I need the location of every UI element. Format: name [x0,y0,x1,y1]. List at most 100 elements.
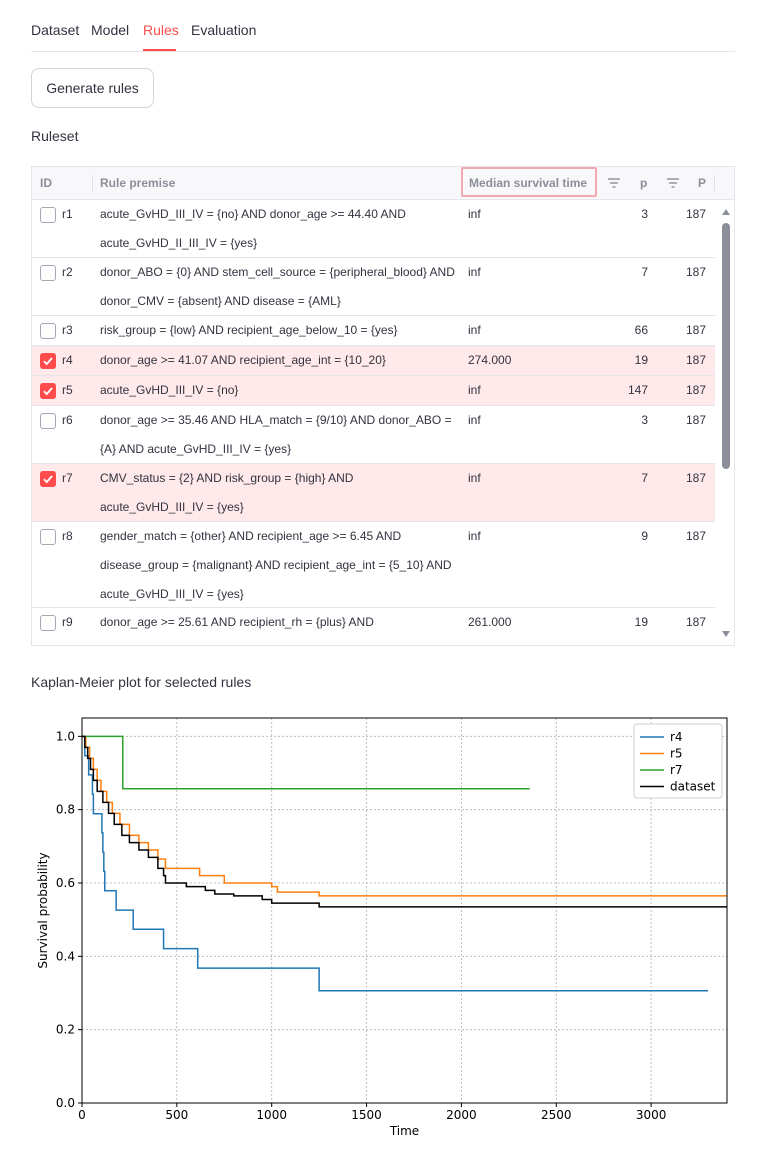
p-value: 7 [641,265,648,279]
table-row[interactable]: r3 risk_group = {low} AND recipient_age_… [32,316,715,346]
chart-legend: r4 r5 r7 dataset [633,723,723,799]
row-checkbox[interactable] [40,265,56,281]
rule-id: r3 [62,323,73,337]
table-scrollbar[interactable] [718,200,734,645]
rule-id: r8 [62,529,73,543]
column-header-median-highlight [461,167,597,197]
y-tick-label: 0.2 [56,1023,75,1037]
column-header-median[interactable]: Median survival time [469,176,588,190]
median-survival: inf [468,383,481,397]
table-row[interactable]: r5 acute_GvHD_III_IV = {no} inf 147 187 [32,376,715,406]
P-value: 187 [685,529,706,543]
ruleset-heading: Ruleset [31,128,79,144]
scroll-up-arrow-icon[interactable] [721,208,731,216]
column-header-premise[interactable]: Rule premise [100,176,176,190]
column-header-p-large[interactable]: P [698,176,707,190]
y-tick-label: 0.0 [56,1096,75,1110]
rule-premise: acute_GvHD_III_IV = {no} AND donor_age >… [100,207,406,250]
km-chart: 0 500 1000 1500 2000 2500 3000 0.0 0.2 0.4 0.6 0.8 1… [31,705,735,1145]
legend-box [633,723,723,799]
legend-label: r5 [670,747,683,761]
series-line-r5 [82,735,727,897]
p-value: 19 [634,615,648,629]
p-value: 3 [641,207,648,221]
column-divider [714,175,715,191]
generate-rules-button[interactable]: Generate rules [31,68,154,108]
x-tick-label: 1000 [256,1108,287,1122]
median-survival: inf [468,265,481,279]
p-value: 9 [641,529,648,543]
tab-rules[interactable]: Rules [143,22,179,38]
scroll-thumb[interactable] [722,223,730,469]
series-line-r7 [82,735,530,790]
rule-premise: risk_group = {low} AND recipient_age_bel… [100,323,398,337]
table-row[interactable]: r7 CMV_status = {2} AND risk_group = {hi… [32,464,715,522]
p-value: 66 [634,323,648,337]
median-survival: 261.000 [468,615,512,629]
rule-premise: donor_age >= 41.07 AND recipient_age_int… [100,353,386,367]
y-tick-label: 0.8 [56,803,75,817]
row-checkbox[interactable] [40,529,56,545]
row-checkbox-checked[interactable] [40,471,56,487]
y-tick-label: 0.6 [56,876,75,890]
median-survival: inf [468,529,481,543]
P-value: 187 [685,413,706,427]
P-value: 187 [685,383,706,397]
table-row[interactable]: r1 acute_GvHD_III_IV = {no} AND donor_ag… [32,200,715,258]
legend-label: r4 [670,730,683,744]
median-survival: inf [468,413,481,427]
x-tick-label: 1500 [351,1108,382,1122]
filter-icon[interactable] [666,177,680,189]
rule-premise: gender_match = {other} AND recipient_age… [100,529,452,601]
series-line-r4 [82,735,709,992]
table-row[interactable]: r6 donor_age >= 35.46 AND HLA_match = {9… [32,406,715,464]
km-plot-heading: Kaplan-Meier plot for selected rules [31,674,252,690]
rule-premise: donor_age >= 35.46 AND HLA_match = {9/10… [100,413,452,456]
tab-dataset[interactable]: Dataset [31,22,80,38]
active-tab-indicator [143,49,176,51]
table-row[interactable]: r4 donor_age >= 41.07 AND recipient_age_… [32,346,715,376]
x-axis-label: Time [389,1124,419,1138]
row-checkbox[interactable] [40,323,56,339]
tab-evaluation[interactable]: Evaluation [191,22,257,38]
column-header-p-small[interactable]: p [640,176,648,190]
row-checkbox[interactable] [40,413,56,429]
x-tick-label: 500 [165,1108,188,1122]
p-value: 3 [641,413,648,427]
table-row[interactable]: r9 donor_age >= 25.61 AND recipient_rh =… [32,608,715,645]
row-checkbox[interactable] [40,207,56,223]
y-axis-label: Survival probability [36,852,50,968]
rule-id: r5 [62,383,73,397]
table-row[interactable]: r2 donor_ABO = {0} AND stem_cell_source … [32,258,715,316]
tab-model[interactable]: Model [91,22,130,38]
rule-premise: CMV_status = {2} AND risk_group = {high}… [100,471,354,514]
ruleset-table: ID Rule premise Median survival time p P… [31,166,735,646]
row-checkbox[interactable] [40,615,56,631]
P-value: 187 [685,471,706,485]
rule-premise: donor_age >= 25.61 AND recipient_rh = {p… [100,615,374,629]
P-value: 187 [685,207,706,221]
y-tick-label: 1.0 [56,729,75,743]
p-value: 147 [627,383,648,397]
rule-id: r1 [62,207,73,221]
rule-premise: donor_ABO = {0} AND stem_cell_source = {… [100,265,455,308]
P-value: 187 [685,353,706,367]
rule-id: r6 [62,413,73,427]
row-checkbox-checked[interactable] [40,383,56,399]
scroll-down-arrow-icon[interactable] [721,630,731,638]
x-tick-label: 3000 [636,1108,667,1122]
P-value: 187 [685,265,706,279]
filter-icon[interactable] [607,177,621,189]
x-tick-label: 2500 [541,1108,572,1122]
series-line-dataset [82,735,727,908]
table-row[interactable]: r8 gender_match = {other} AND recipient_… [32,522,715,608]
rule-id: r7 [62,471,73,485]
p-value: 7 [641,471,648,485]
median-survival: inf [468,471,481,485]
y-tick-label: 0.4 [56,949,75,963]
P-value: 187 [685,323,706,337]
row-checkbox-checked[interactable] [40,353,56,369]
legend-label: r7 [670,763,683,777]
column-header-id[interactable]: ID [40,176,52,190]
x-tick-label: 0 [78,1108,86,1122]
